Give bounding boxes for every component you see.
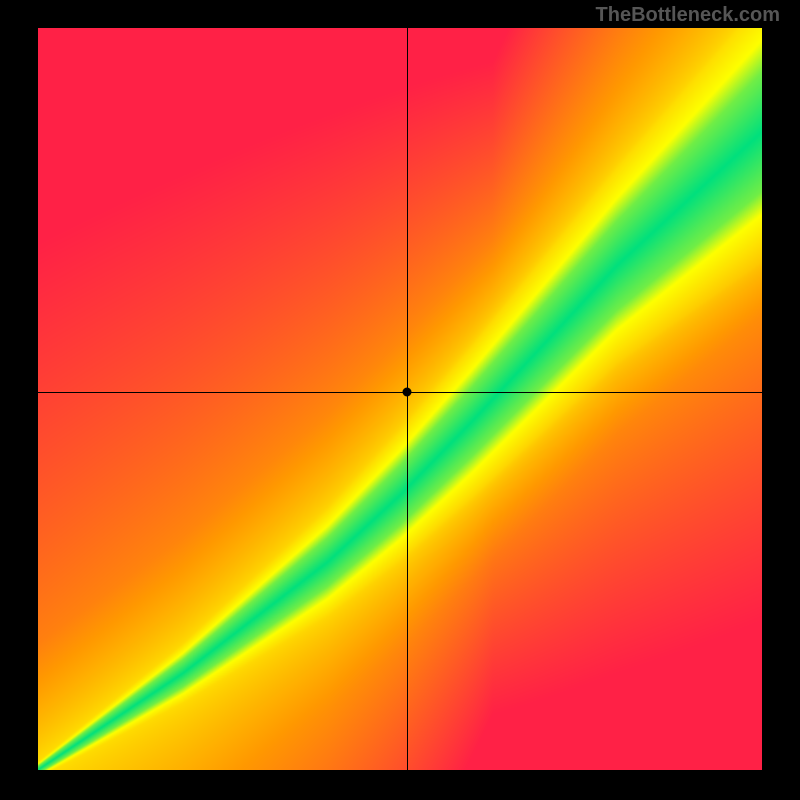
datapoint-marker — [403, 387, 412, 396]
crosshair-horizontal — [38, 392, 762, 393]
heatmap-plot — [38, 28, 762, 770]
heatmap-canvas — [38, 28, 762, 770]
crosshair-vertical — [407, 28, 408, 770]
watermark-text: TheBottleneck.com — [596, 4, 780, 27]
